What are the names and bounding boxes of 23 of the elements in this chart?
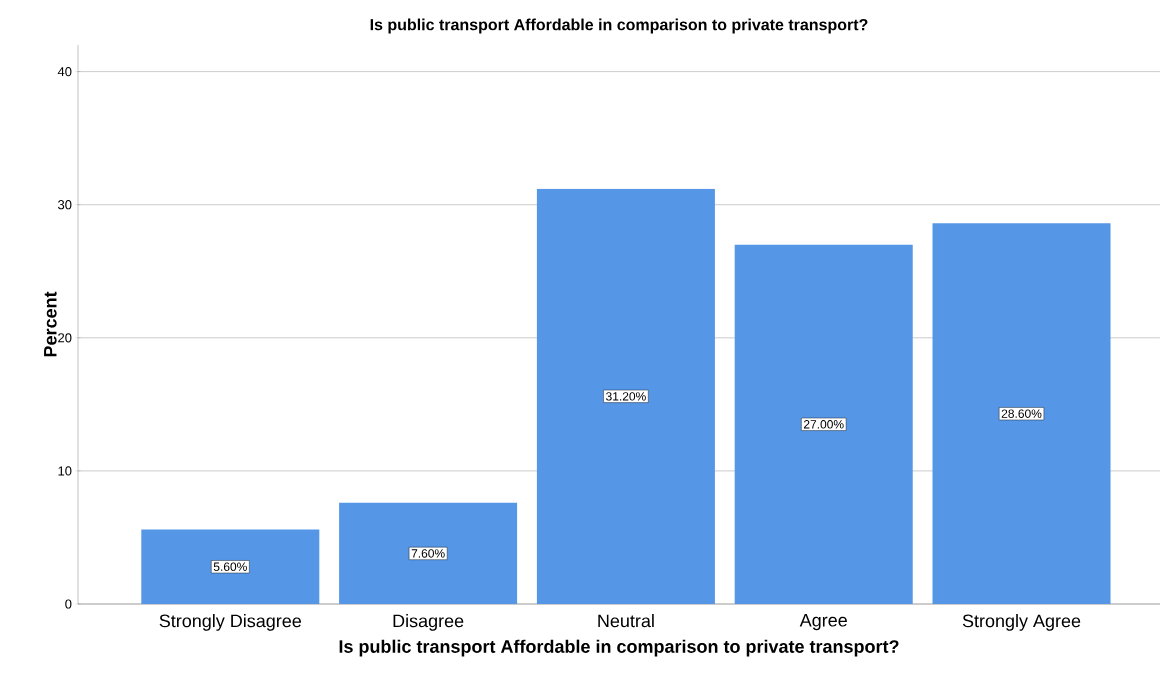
data-label: 28.60% [1001,409,1042,418]
y-tick-label: 40 [57,67,72,77]
y-tick-label: 30 [58,200,72,210]
data-label: 27.00% [803,420,844,429]
data-label: 7.60% [411,549,445,558]
x-tick-label: Neutral [598,614,654,628]
x-tick-label: Strongly Disagree [159,614,301,631]
bar [536,188,715,604]
bar [932,223,1111,604]
y-tick-label: 10 [58,466,72,476]
x-axis-title: Is public transport Affordable in comparison to private transport? [339,639,899,657]
bar [141,529,320,604]
y-tick-label: 0 [65,599,72,609]
bar [339,502,518,604]
x-tick-label: Strongly Agree [962,614,1081,631]
chart-title: Is public transport Affordable in comparison to private transport? [370,18,868,34]
data-label: 31.20% [606,392,646,401]
y-tick-label: 20 [58,333,72,343]
bar [734,244,913,604]
x-tick-label: Disagree [393,614,464,631]
x-tick-label: Agree [799,614,847,631]
y-axis-title: Percent [44,291,57,357]
data-label: 5.60% [213,562,247,571]
